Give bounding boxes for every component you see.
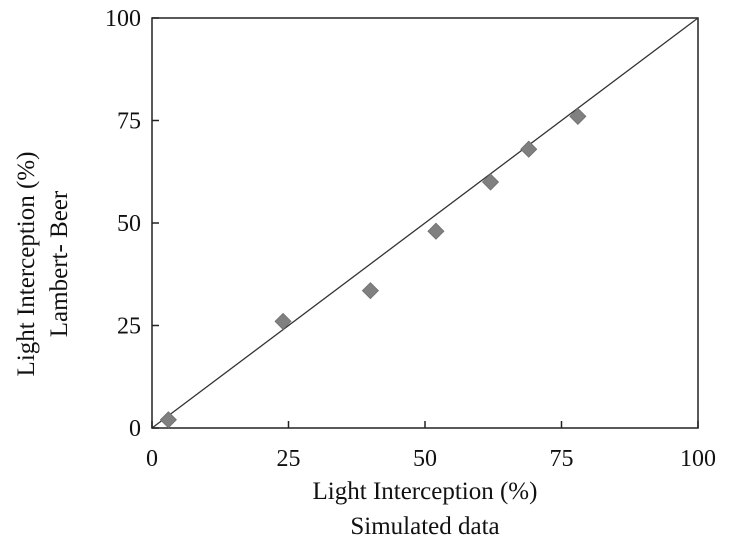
data-point-diamond [274, 312, 292, 330]
x-tick-label: 50 [413, 446, 437, 472]
y-tick-label: 100 [105, 6, 141, 32]
x-tick-label: 25 [277, 446, 301, 472]
data-point-diamond [361, 282, 379, 300]
y-tick-label: 25 [117, 314, 141, 340]
y-tick-label: 75 [117, 109, 141, 135]
one-to-one-line [151, 17, 699, 429]
x-tick-label: 0 [146, 446, 158, 472]
data-points [159, 107, 587, 429]
y-axis-ticks: 0 25 50 75 100 [105, 6, 159, 442]
y-tick-label: 0 [129, 416, 141, 442]
x-axis-title-line1: Light Interception (%) [313, 478, 538, 505]
y-axis-title-line2: Lambert- Beer [46, 190, 73, 337]
data-point-diamond [159, 411, 177, 429]
data-point-diamond [520, 140, 538, 158]
x-tick-label: 75 [550, 446, 574, 472]
data-point-diamond [481, 173, 500, 191]
data-point-diamond [569, 107, 587, 125]
y-tick-label: 50 [117, 211, 141, 237]
data-point-diamond [427, 222, 445, 240]
x-tick-label: 100 [680, 446, 716, 472]
x-axis-title-line2: Simulated data [350, 513, 499, 540]
x-axis-ticks: 0 25 50 75 100 [146, 421, 716, 472]
y-axis-title-line1: Light Interception (%) [13, 152, 40, 377]
